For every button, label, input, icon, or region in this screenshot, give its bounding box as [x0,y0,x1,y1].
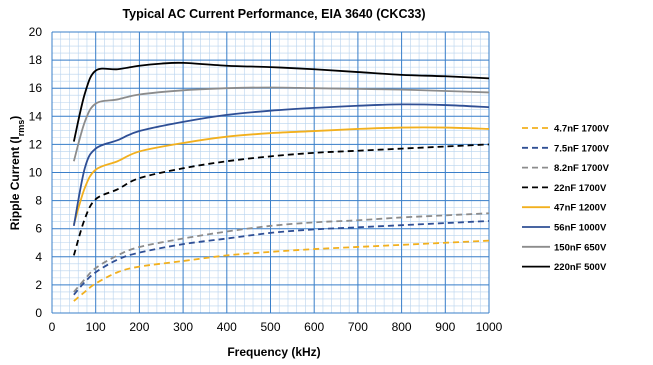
y-tick-label: 10 [29,166,43,180]
series-line-220nf-500v [72,61,490,142]
x-tick-label: 300 [173,320,193,334]
legend-label-150nf-650v: 150nF 650V [554,242,607,253]
x-tick-label: 800 [392,320,412,334]
y-tick-label: 12 [29,137,43,151]
x-tick-label: 900 [435,320,455,334]
x-tick-label: 0 [49,320,56,334]
major-gridlines [51,31,490,314]
x-tick-label: 1000 [476,320,503,334]
x-tick-label: 700 [348,320,368,334]
series-line-22nf-1700v [72,143,490,256]
series-line-7-5nf-1700v [73,220,490,296]
y-tick-label: 14 [29,109,43,123]
series-line-56nf-1000v [72,103,490,227]
y-tick-label: 18 [29,53,43,67]
x-axis-label: Frequency (kHz) [227,345,320,359]
y-axis-label-close: ) [8,116,22,120]
x-tick-label: 400 [217,320,237,334]
legend-label-7-5nf-1700v: 7.5nF 1700V [554,143,610,154]
x-tick-label: 500 [260,320,280,334]
y-axis-ticks: 0 2 4 6 8 10 12 14 16 18 20 [29,25,43,320]
x-tick-label: 200 [129,320,149,334]
legend-label-220nf-500v: 220nF 500V [554,262,607,273]
y-axis-label-sub: rms [16,120,26,137]
series-layer [72,61,490,302]
y-tick-label: 0 [35,306,42,320]
legend-label-22nf-1700v: 22nF 1700V [554,183,607,194]
x-tick-label: 600 [304,320,324,334]
y-tick-label: 8 [35,194,42,208]
legend-label-47nf-1200v: 47nF 1200V [554,203,607,214]
x-axis-ticks: 0 100 200 300 400 500 600 700 800 900 1000 [49,320,503,334]
chart-title: Typical AC Current Performance, EIA 3640… [122,7,425,21]
y-axis-label-main: Ripple Current (I [8,136,22,230]
series-line-47nf-1200v [72,126,490,225]
series-line-4-7nf-1700v [73,239,490,302]
y-axis-label: Ripple Current (Irms) [8,116,26,231]
legend-label-4-7nf-1700v: 4.7nF 1700V [554,124,610,135]
series-line-150nf-650v [72,86,490,162]
y-tick-label: 2 [35,278,42,292]
y-tick-label: 6 [35,222,42,236]
series-line-8-2nf-1700v [73,212,490,293]
y-tick-label: 4 [35,250,42,264]
y-tick-label: 16 [29,81,43,95]
x-tick-label: 100 [86,320,106,334]
legend-label-8-2nf-1700v: 8.2nF 1700V [554,163,610,174]
y-tick-label: 20 [29,25,43,39]
legend-label-56nf-1000v: 56nF 1000V [554,223,607,234]
legend: 4.7nF 1700V 7.5nF 1700V 8.2nF 1700V 22nF 17… [522,124,610,273]
